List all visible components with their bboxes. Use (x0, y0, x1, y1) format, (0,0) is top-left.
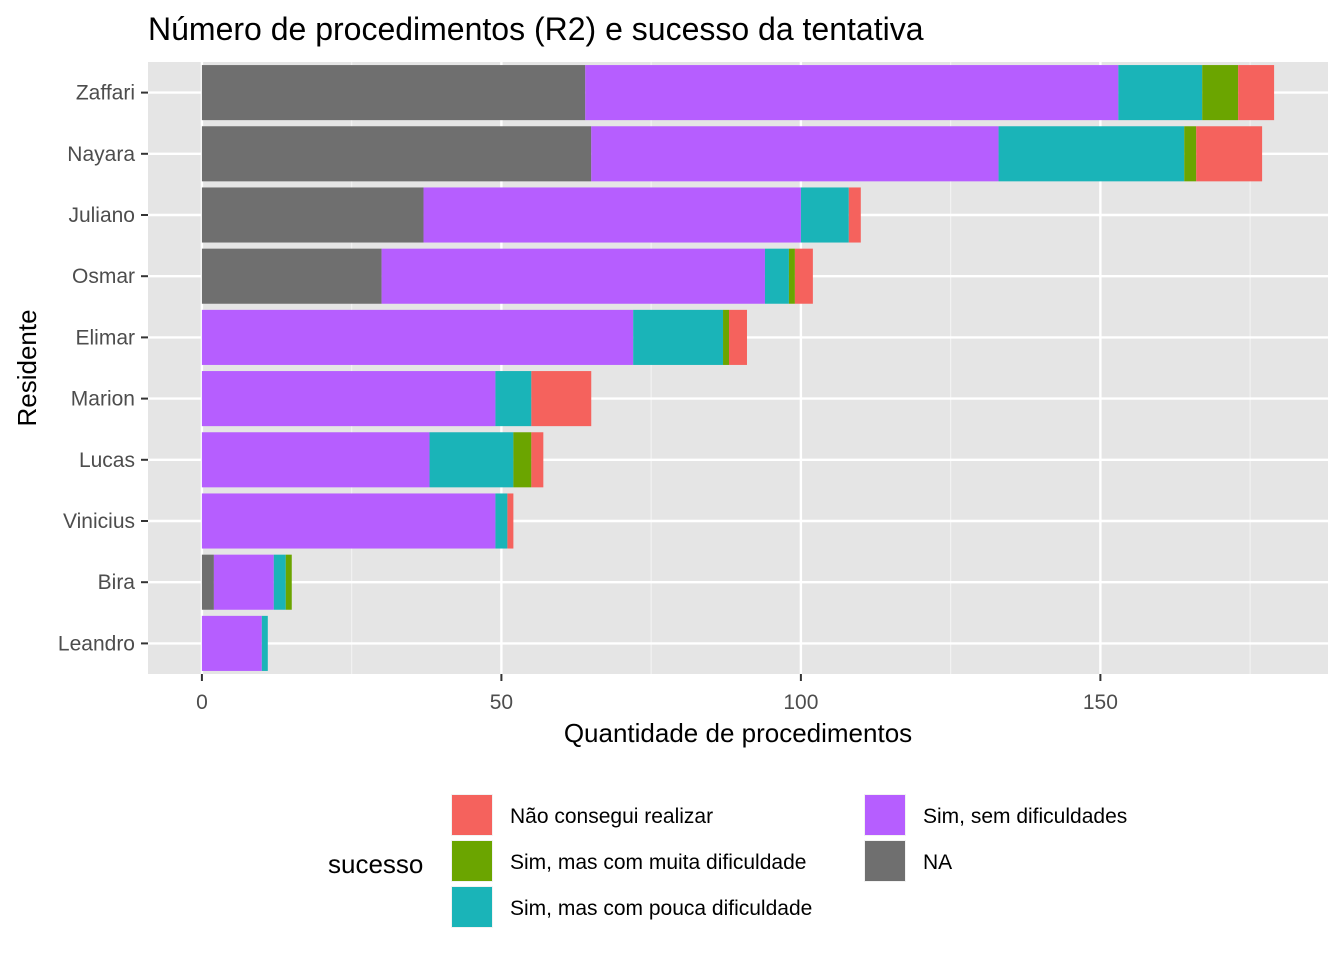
x-axis-label: Quantidade de procedimentos (564, 718, 912, 748)
y-tick-label: Osmar (72, 265, 135, 288)
bar-segment (591, 126, 999, 182)
bar-segment (1238, 65, 1275, 121)
bar-segment (201, 309, 634, 365)
legend-entry-label: Não consegui realizar (510, 805, 713, 828)
bar-segment (261, 615, 268, 671)
legend-key-swatch (865, 841, 905, 881)
legend-title: sucesso (328, 849, 423, 879)
bar-segment (201, 126, 592, 182)
bar-segment (273, 554, 286, 610)
bar-segment (1202, 65, 1239, 121)
y-tick-label: Lucas (79, 449, 135, 472)
y-tick-label: Elimar (75, 326, 135, 349)
y-tick-label: Bira (98, 571, 136, 594)
y-tick-label: Zaffari (76, 82, 135, 105)
chart-title: Número de procedimentos (R2) e sucesso d… (148, 11, 924, 47)
y-tick-label: Marion (71, 388, 135, 411)
bar-segment (507, 493, 514, 549)
legend-entry-label: Sim, sem dificuldades (923, 805, 1127, 828)
bar-segment (201, 432, 430, 488)
x-tick-label: 150 (1083, 691, 1118, 714)
x-axis: 0 50 100 150 (196, 674, 1118, 714)
bar-segment (633, 309, 724, 365)
legend-entry-label: NA (923, 851, 952, 874)
legend-entry-label: Sim, mas com pouca dificuldade (510, 897, 812, 920)
x-tick-label: 0 (196, 691, 208, 714)
bar-segment (729, 309, 747, 365)
bar-segment (201, 187, 424, 243)
bar-segment (201, 65, 586, 121)
bar-segment (429, 432, 514, 488)
bar-segment (423, 187, 801, 243)
legend-key-swatch (452, 887, 492, 927)
bar-segment (201, 248, 382, 304)
y-axis-label: Residente (12, 309, 42, 426)
y-axis: Zaffari Nayara Juliano Osmar Elimar Marion Luc… (58, 82, 148, 655)
bar-segment (201, 554, 214, 610)
legend-entry-label: Sim, mas com muita dificuldade (510, 851, 806, 874)
bar-segment (848, 187, 861, 243)
bar-segment (764, 248, 789, 304)
bar-segment (1184, 126, 1197, 182)
legend-key-swatch (452, 795, 492, 835)
bar-segment (495, 493, 508, 549)
bar-segment (381, 248, 765, 304)
bar-segment (201, 615, 262, 671)
bar-segment (213, 554, 274, 610)
bar-segment (285, 554, 292, 610)
y-tick-label: Leandro (58, 632, 135, 655)
bar-segment (201, 493, 496, 549)
legend-key-swatch (865, 795, 905, 835)
bar-segment (998, 126, 1185, 182)
bar-segment (1118, 65, 1203, 121)
bar-segment (794, 248, 813, 304)
bar-segment (585, 65, 1119, 121)
bar-segment (531, 432, 544, 488)
bar-segment (1196, 126, 1263, 182)
bar-segment (788, 248, 795, 304)
y-tick-label: Juliano (68, 204, 135, 227)
legend-key-swatch (452, 841, 492, 881)
bar-segment (531, 371, 592, 427)
bar-segment (513, 432, 532, 488)
x-tick-label: 50 (490, 691, 513, 714)
bar-segment (495, 371, 532, 427)
y-tick-label: Vinicius (63, 510, 135, 533)
legend: sucesso Não consegui realizar Sim, mas co… (328, 794, 1127, 928)
bars-layer (201, 65, 1275, 671)
bar-segment (201, 371, 496, 427)
x-tick-label: 100 (783, 691, 818, 714)
bar-segment (723, 309, 730, 365)
bar-segment (800, 187, 849, 243)
y-tick-label: Nayara (67, 143, 135, 166)
